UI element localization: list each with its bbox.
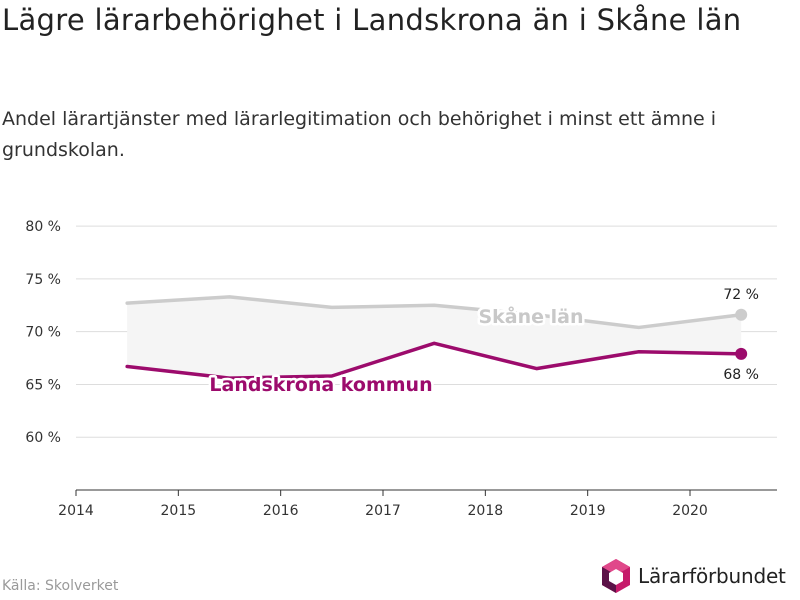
- y-tick-label: 65 %: [25, 377, 61, 393]
- series-label-skane: Skåne län: [478, 304, 583, 328]
- x-tick-label: 2015: [161, 503, 197, 519]
- lararforbundet-logo: Lärarförbundet: [600, 556, 786, 596]
- chart-subtitle: Andel lärartjänster med lärarlegitimatio…: [2, 108, 717, 161]
- x-tick-label: 2019: [570, 503, 606, 519]
- x-tick-label: 2014: [58, 503, 94, 519]
- series-line-skane: [125, 295, 743, 330]
- x-tick-label: 2017: [365, 503, 401, 519]
- chart-title: Lägre lärarbehörighet i Landskrona än i …: [2, 3, 742, 37]
- series-label-landskrona-halo: Landskrona kommun: [209, 374, 432, 396]
- series-line-landskrona: [125, 341, 743, 380]
- logo-mark-icon: [602, 559, 630, 593]
- series-label-landskrona: Landskrona kommun: [209, 374, 432, 396]
- x-tick-label: 2020: [672, 503, 708, 519]
- x-tick-label: 2018: [468, 503, 504, 519]
- y-tick-label: 80 %: [25, 219, 61, 235]
- y-tick-label: 60 %: [25, 430, 61, 446]
- end-label-skane: 72 %: [723, 287, 759, 303]
- end-label-landskrona: 68 %: [723, 367, 759, 383]
- y-tick-label: 75 %: [25, 272, 61, 288]
- end-point-skane: [735, 308, 748, 321]
- gap-band: [127, 296, 742, 379]
- end-point-landskrona: [735, 347, 748, 360]
- source-note: Källa: Skolverket: [2, 578, 119, 594]
- y-tick-label: 70 %: [25, 325, 61, 341]
- x-tick-label: 2016: [263, 503, 299, 519]
- logo-text: Lärarförbundet: [638, 564, 786, 588]
- series-label-skane-halo: Skåne län: [478, 304, 583, 328]
